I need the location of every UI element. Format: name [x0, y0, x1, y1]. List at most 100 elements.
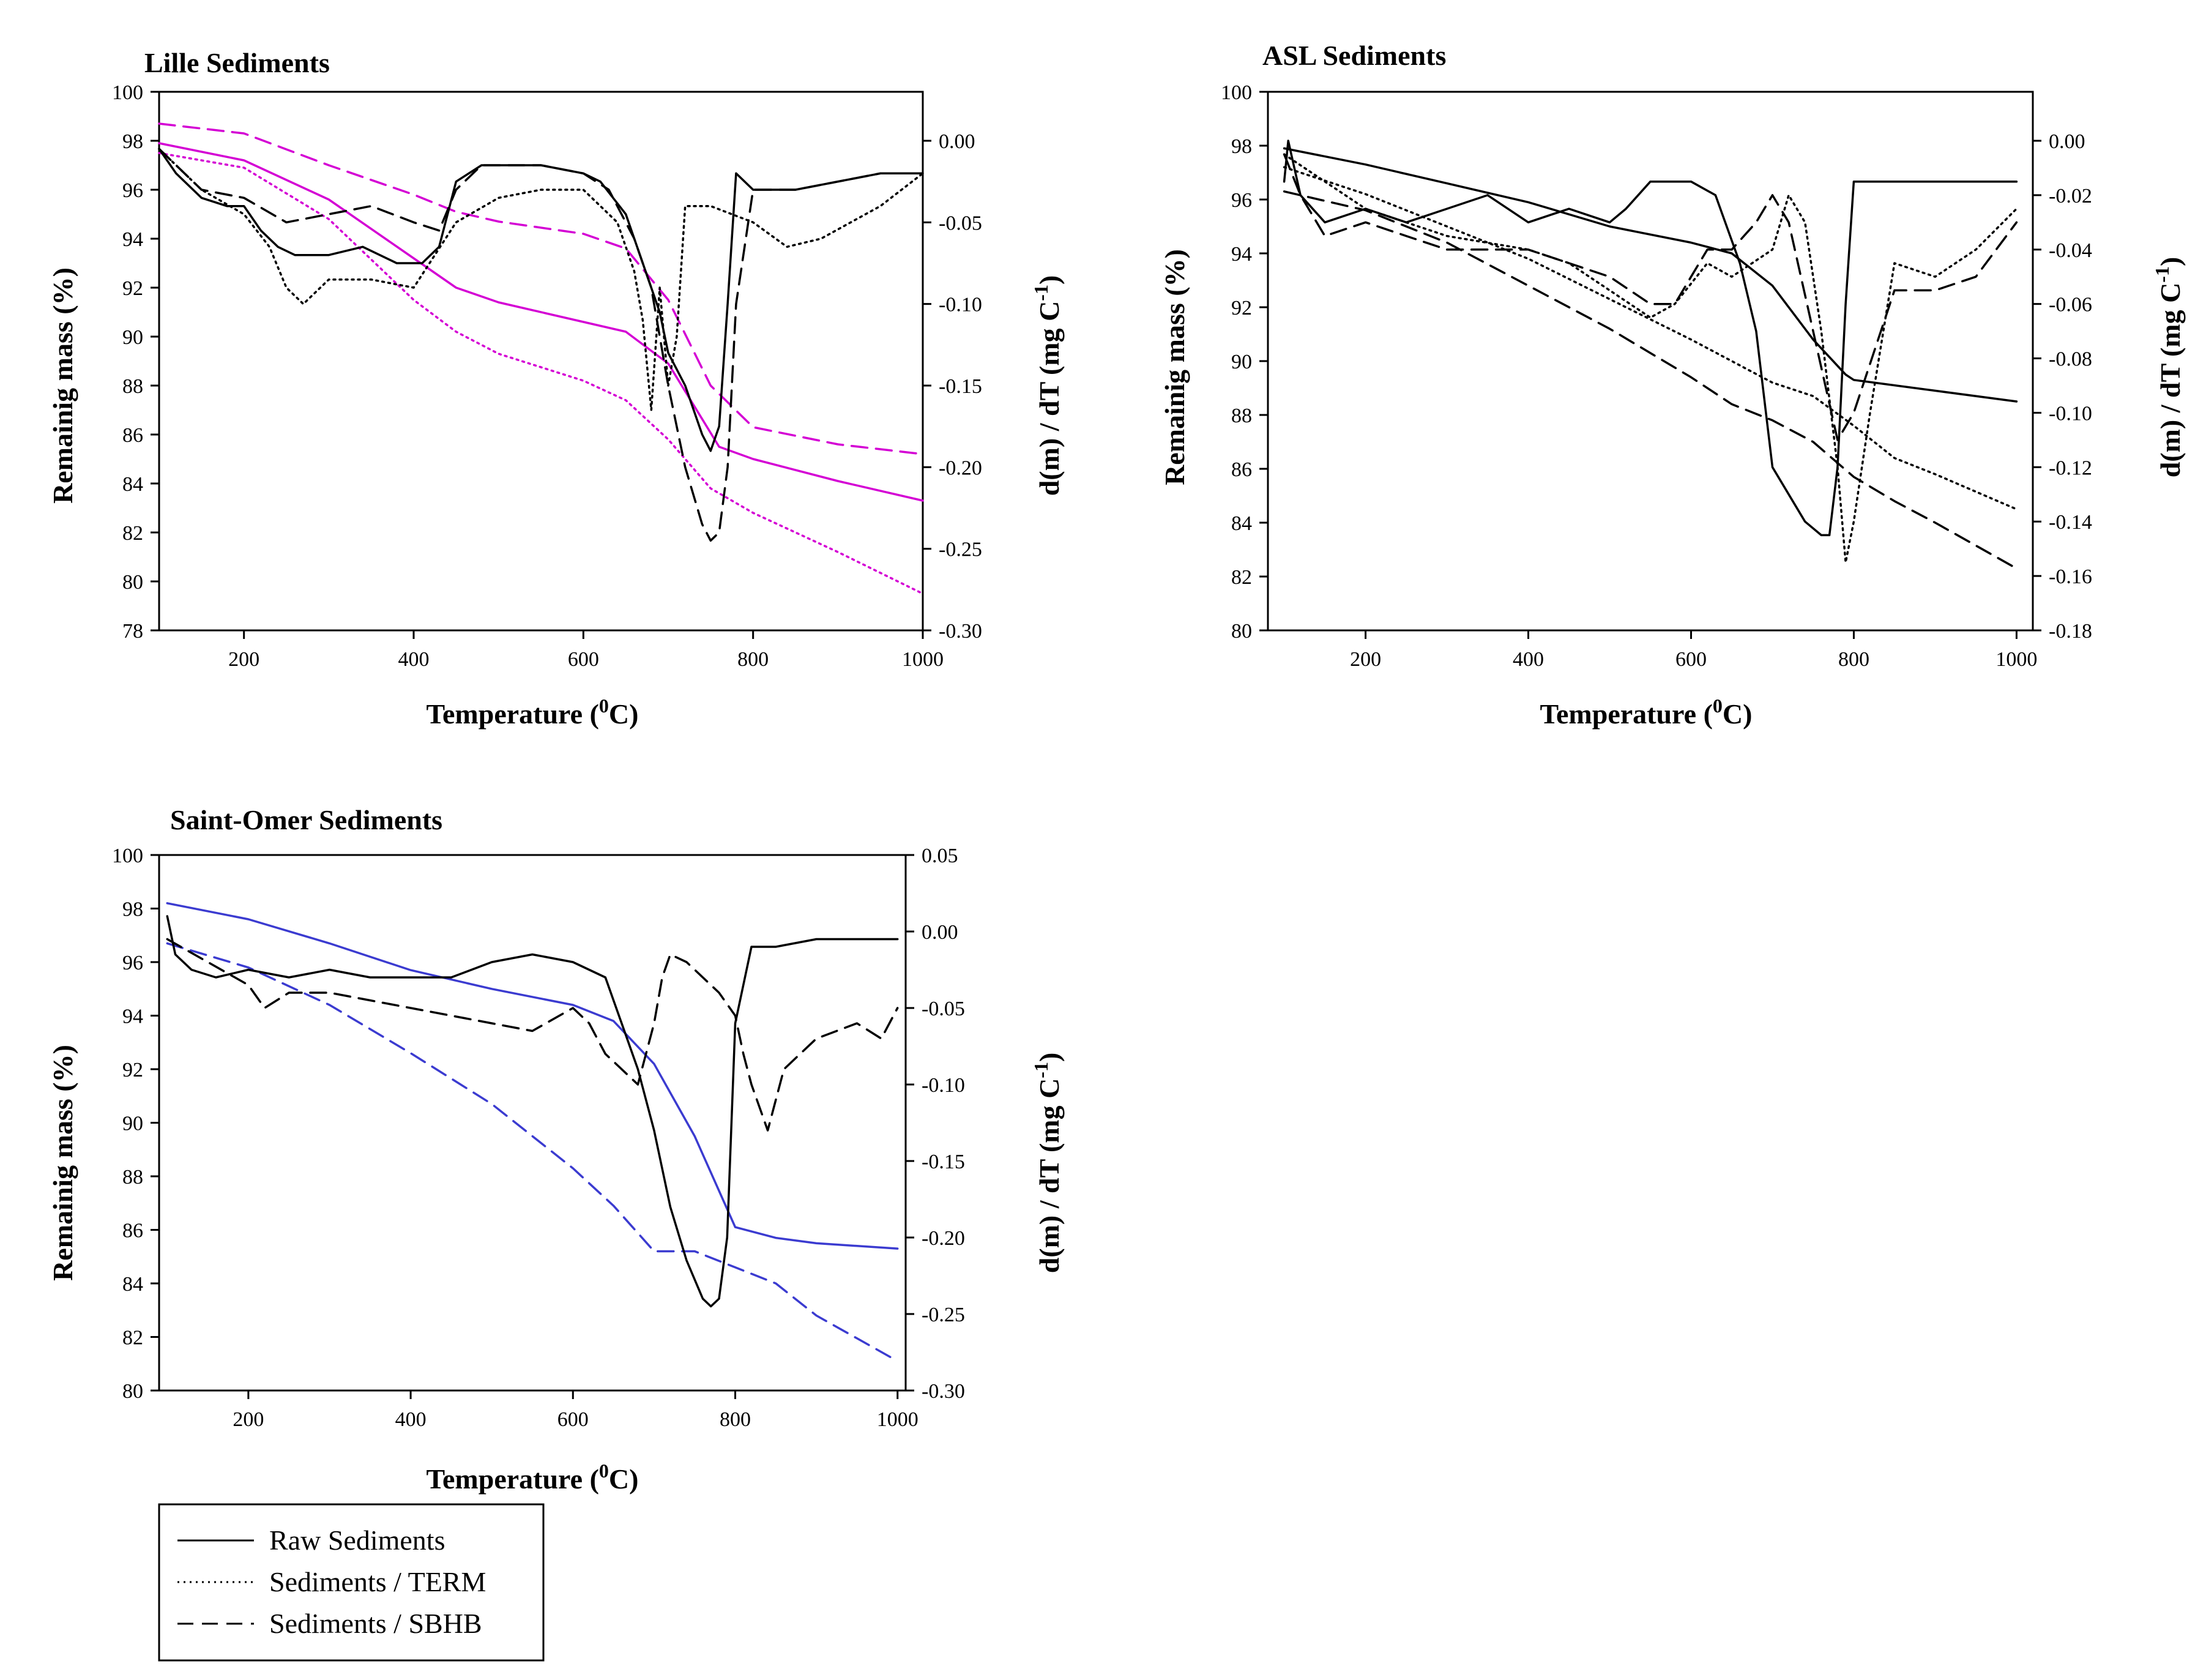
- y-tick-label-left: 80: [122, 571, 143, 594]
- x-axis-title: Temperature (0C): [1540, 695, 1753, 730]
- derivative-line-dashed: [158, 147, 924, 542]
- y-tick-label-left: 88: [1231, 405, 1252, 427]
- y-tick-label-right: 0.05: [922, 845, 958, 867]
- plot-frame: [1267, 91, 2034, 632]
- y-tick-label-left: 98: [122, 130, 143, 153]
- x-tick-label: 800: [737, 648, 769, 671]
- chart-title: Saint-Omer Sediments: [170, 804, 442, 835]
- y-tick-label-left: 100: [1221, 81, 1252, 104]
- y-tick-label-left: 90: [1231, 351, 1252, 373]
- x-tick-label: 1000: [1995, 648, 2037, 671]
- y-tick-label-right: -0.15: [939, 375, 982, 398]
- x-tick-label: 800: [720, 1408, 751, 1431]
- y-tick-label-left: 82: [122, 1327, 143, 1350]
- x-tick-label: 200: [1350, 648, 1381, 671]
- y-tick-label-left: 96: [122, 179, 143, 202]
- y-axis-title-left: Remainig mass (%): [1159, 249, 1190, 485]
- y-tick-label-right: -0.20: [922, 1227, 965, 1250]
- x-tick-label: 200: [233, 1408, 264, 1431]
- y-tick-label-left: 98: [1231, 135, 1252, 158]
- y-tick-label-right: 0.00: [2049, 130, 2085, 153]
- y-tick-label-right: 0.00: [922, 921, 958, 944]
- y-tick-label-left: 84: [122, 473, 143, 496]
- y-tick-label-left: 84: [1231, 512, 1252, 535]
- y-tick-label-right: -0.02: [2049, 185, 2092, 207]
- y-axis-title-right: d(m) / dT (mg C-1): [1030, 1053, 1065, 1274]
- chart-saint-omer: Saint-Omer Sediments 200 400 600 800 1000 80 8…: [47, 804, 1065, 1495]
- y-tick-label-right: -0.10: [939, 294, 982, 316]
- y-tick-label-right: -0.30: [939, 620, 982, 643]
- y-tick-label-right: -0.12: [2049, 457, 2092, 479]
- y-tick-label-left: 92: [122, 1059, 143, 1081]
- mass-line-solid: [166, 902, 899, 1250]
- x-tick-label: 800: [1838, 648, 1869, 671]
- y-tick-label-right: -0.30: [922, 1380, 965, 1403]
- x-tick-label: 600: [1675, 648, 1707, 671]
- y-axis-title-left: Remainig mass (%): [47, 267, 78, 504]
- y-tick-label-left: 88: [122, 1166, 143, 1189]
- x-axis-title: Temperature (0C): [427, 695, 639, 730]
- y-tick-label-left: 100: [112, 845, 143, 867]
- y-tick-label-right: -0.18: [2049, 620, 2092, 643]
- x-tick-label: 200: [228, 648, 259, 671]
- y-axis-title-left: Remainig mass (%): [47, 1045, 78, 1281]
- y-tick-label-right: -0.20: [939, 457, 982, 479]
- y-tick-label-left: 94: [122, 1006, 143, 1028]
- legend-label: Sediments / SBHB: [269, 1608, 482, 1639]
- mass-line-solid: [1283, 147, 2018, 403]
- derivative-line-solid: [1283, 140, 2018, 537]
- mass-line-dashed: [166, 942, 899, 1362]
- mass-line-dotted: [1283, 166, 2018, 510]
- y-tick-label-right: -0.10: [2049, 402, 2092, 425]
- y-tick-label-right: -0.06: [2049, 294, 2092, 316]
- y-tick-label-left: 92: [1231, 297, 1252, 319]
- legend: Raw Sediments Sediments / TERM Sediments…: [158, 1503, 545, 1662]
- x-tick-label: 600: [568, 648, 599, 671]
- chart-asl: ASL Sediments 200 400 600 800 1000 80 82 84 86 88…: [1159, 40, 2186, 730]
- y-tick-label-left: 98: [122, 898, 143, 921]
- mass-line-dashed: [1283, 190, 2018, 570]
- mass-line-dashed: [158, 122, 924, 455]
- y-tick-label-left: 96: [122, 952, 143, 974]
- y-tick-label-right: -0.14: [2049, 511, 2092, 534]
- y-tick-label-left: 94: [122, 228, 143, 251]
- y-tick-label-left: 94: [1231, 243, 1252, 266]
- y-tick-label-right: -0.16: [2049, 566, 2092, 588]
- y-tick-label-left: 82: [122, 522, 143, 545]
- derivative-line-dotted: [158, 147, 924, 411]
- legend-box: [158, 1503, 545, 1662]
- plot-frame: [158, 854, 907, 1392]
- y-tick-label-left: 80: [1231, 620, 1252, 643]
- y-tick-label-left: 84: [122, 1273, 143, 1296]
- x-tick-label: 400: [1513, 648, 1544, 671]
- x-tick-label: 400: [395, 1408, 427, 1431]
- y-tick-label-left: 96: [1231, 189, 1252, 212]
- x-tick-label: 1000: [902, 648, 944, 671]
- derivative-line-solid: [158, 147, 924, 452]
- chart-title: Lille Sediments: [144, 47, 330, 78]
- y-tick-label-left: 86: [122, 1220, 143, 1242]
- mass-line-dotted: [158, 152, 924, 595]
- y-tick-label-right: -0.05: [939, 212, 982, 234]
- mass-line-solid: [158, 142, 924, 502]
- chart-lille: Lille Sediments 200 400 600 800 1000 78 80 82 84…: [47, 47, 1065, 730]
- y-tick-label-left: 88: [122, 375, 143, 398]
- x-tick-label: 1000: [877, 1408, 919, 1431]
- y-tick-label-left: 90: [122, 326, 143, 349]
- x-tick-label: 600: [557, 1408, 589, 1431]
- derivative-line-dashed: [1283, 153, 2018, 441]
- legend-label: Sediments / TERM: [269, 1566, 486, 1597]
- y-tick-label-right: -0.05: [922, 998, 965, 1020]
- x-tick-label: 400: [398, 648, 430, 671]
- y-tick-label-right: -0.10: [922, 1074, 965, 1097]
- y-tick-label-left: 86: [122, 424, 143, 447]
- y-axis-title-right: d(m) / dT (mg C-1): [1030, 275, 1065, 496]
- x-axis-title: Temperature (0C): [427, 1460, 639, 1495]
- plot-frame: [158, 91, 924, 632]
- y-tick-label-left: 92: [122, 277, 143, 300]
- derivative-line-solid: [166, 915, 899, 1308]
- y-tick-label-left: 86: [1231, 458, 1252, 481]
- derivative-line-dotted: [1283, 153, 2018, 564]
- y-tick-label-left: 82: [1231, 566, 1252, 589]
